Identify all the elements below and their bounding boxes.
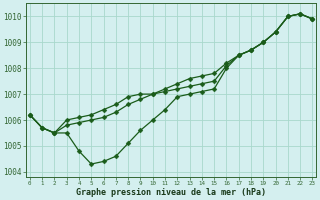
X-axis label: Graphe pression niveau de la mer (hPa): Graphe pression niveau de la mer (hPa) [76,188,266,197]
